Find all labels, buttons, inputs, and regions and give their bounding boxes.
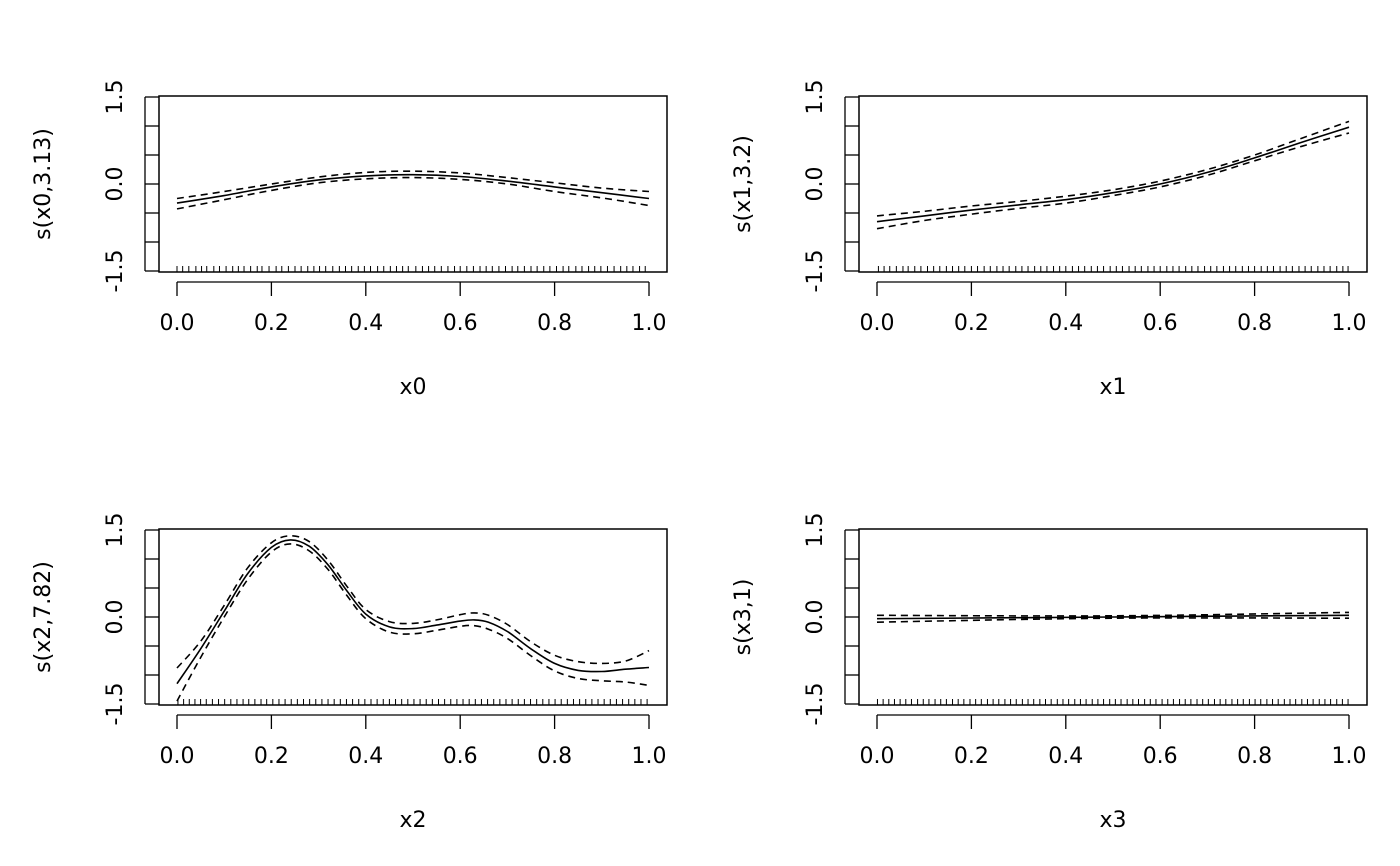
smooth-fit-line xyxy=(176,173,650,204)
confidence-band-line xyxy=(176,176,650,210)
smooth-fit-line xyxy=(176,539,650,685)
x-tick-label: 0.8 xyxy=(1237,311,1272,336)
x-tick-label: 0.8 xyxy=(537,744,572,769)
x-tick-label: 0.0 xyxy=(160,311,195,336)
x-tick-label: 1.0 xyxy=(632,311,667,336)
confidence-band-line xyxy=(876,120,1350,217)
y-tick-label: -1.5 xyxy=(803,250,828,293)
smooth-fit-line xyxy=(876,126,1350,223)
y-tick-label: 1.5 xyxy=(803,80,828,115)
x-tick-label: 1.0 xyxy=(1332,744,1367,769)
y-axis-title: s(x2,7.82) xyxy=(31,561,56,673)
x-tick-label: 0.8 xyxy=(537,311,572,336)
y-axis-title: s(x3,1) xyxy=(731,579,756,656)
x-tick-label: 0.4 xyxy=(1048,311,1083,336)
plot-frame xyxy=(158,95,668,273)
x-tick-label: 1.0 xyxy=(632,744,667,769)
x-axis-title: x3 xyxy=(1099,808,1126,833)
y-tick-label: -1.5 xyxy=(103,683,128,726)
chart-panel-1: -1.5 0.0 1.5 0.0 0.2 0.4 0.6 0.8 1.0 x0 s(x0,3.13) xyxy=(31,80,668,400)
confidence-band-line xyxy=(176,534,650,669)
x-tick-label: 0.2 xyxy=(954,311,989,336)
x-tick-label: 0.2 xyxy=(954,744,989,769)
x-tick-label: 0.6 xyxy=(443,744,478,769)
x-axis-title: x0 xyxy=(399,375,426,400)
y-tick-label: 0.0 xyxy=(103,600,128,635)
smooth-fit-line xyxy=(876,614,1350,620)
x-tick-label: 0.0 xyxy=(860,311,895,336)
x-tick-label: 0.6 xyxy=(1143,744,1178,769)
y-tick-label: 1.5 xyxy=(103,513,128,548)
y-tick-label: -1.5 xyxy=(103,250,128,293)
x-axis-title: x2 xyxy=(399,808,426,833)
x-tick-label: 0.4 xyxy=(348,311,383,336)
x-tick-label: 0.8 xyxy=(1237,744,1272,769)
x-tick-label: 1.0 xyxy=(1332,311,1367,336)
chart-panel-2: -1.5 0.0 1.5 0.0 0.2 0.4 0.6 0.8 1.0 x1 s(x1,3.2) xyxy=(731,80,1368,400)
y-axis-title: s(x1,3.2) xyxy=(731,135,756,233)
confidence-band-line xyxy=(176,543,650,702)
y-axis-title: s(x0,3.13) xyxy=(31,128,56,240)
y-tick-label: 1.5 xyxy=(803,513,828,548)
y-tick-label: 0.0 xyxy=(103,167,128,202)
x-tick-label: 0.0 xyxy=(160,744,195,769)
x-tick-label: 0.2 xyxy=(254,311,289,336)
x-axis-title: x1 xyxy=(1099,375,1126,400)
plot-frame xyxy=(858,95,1368,273)
x-tick-label: 0.4 xyxy=(1048,744,1083,769)
confidence-band-line xyxy=(876,132,1350,230)
x-tick-label: 0.0 xyxy=(860,744,895,769)
x-tick-label: 0.6 xyxy=(443,311,478,336)
y-tick-label: 1.5 xyxy=(103,80,128,115)
x-tick-label: 0.6 xyxy=(1143,311,1178,336)
y-tick-label: 0.0 xyxy=(803,167,828,202)
chart-panel-4: -1.5 0.0 1.5 0.0 0.2 0.4 0.6 0.8 1.0 x3 s(x3,1) xyxy=(731,513,1368,833)
y-tick-label: 0.0 xyxy=(803,600,828,635)
y-tick-label: -1.5 xyxy=(803,683,828,726)
x-tick-label: 0.2 xyxy=(254,744,289,769)
chart-panel-3: -1.5 0.0 1.5 0.0 0.2 0.4 0.6 0.8 1.0 x2 s(x2,7.82) xyxy=(31,513,668,833)
x-tick-label: 0.4 xyxy=(348,744,383,769)
plot-frame xyxy=(158,528,668,706)
